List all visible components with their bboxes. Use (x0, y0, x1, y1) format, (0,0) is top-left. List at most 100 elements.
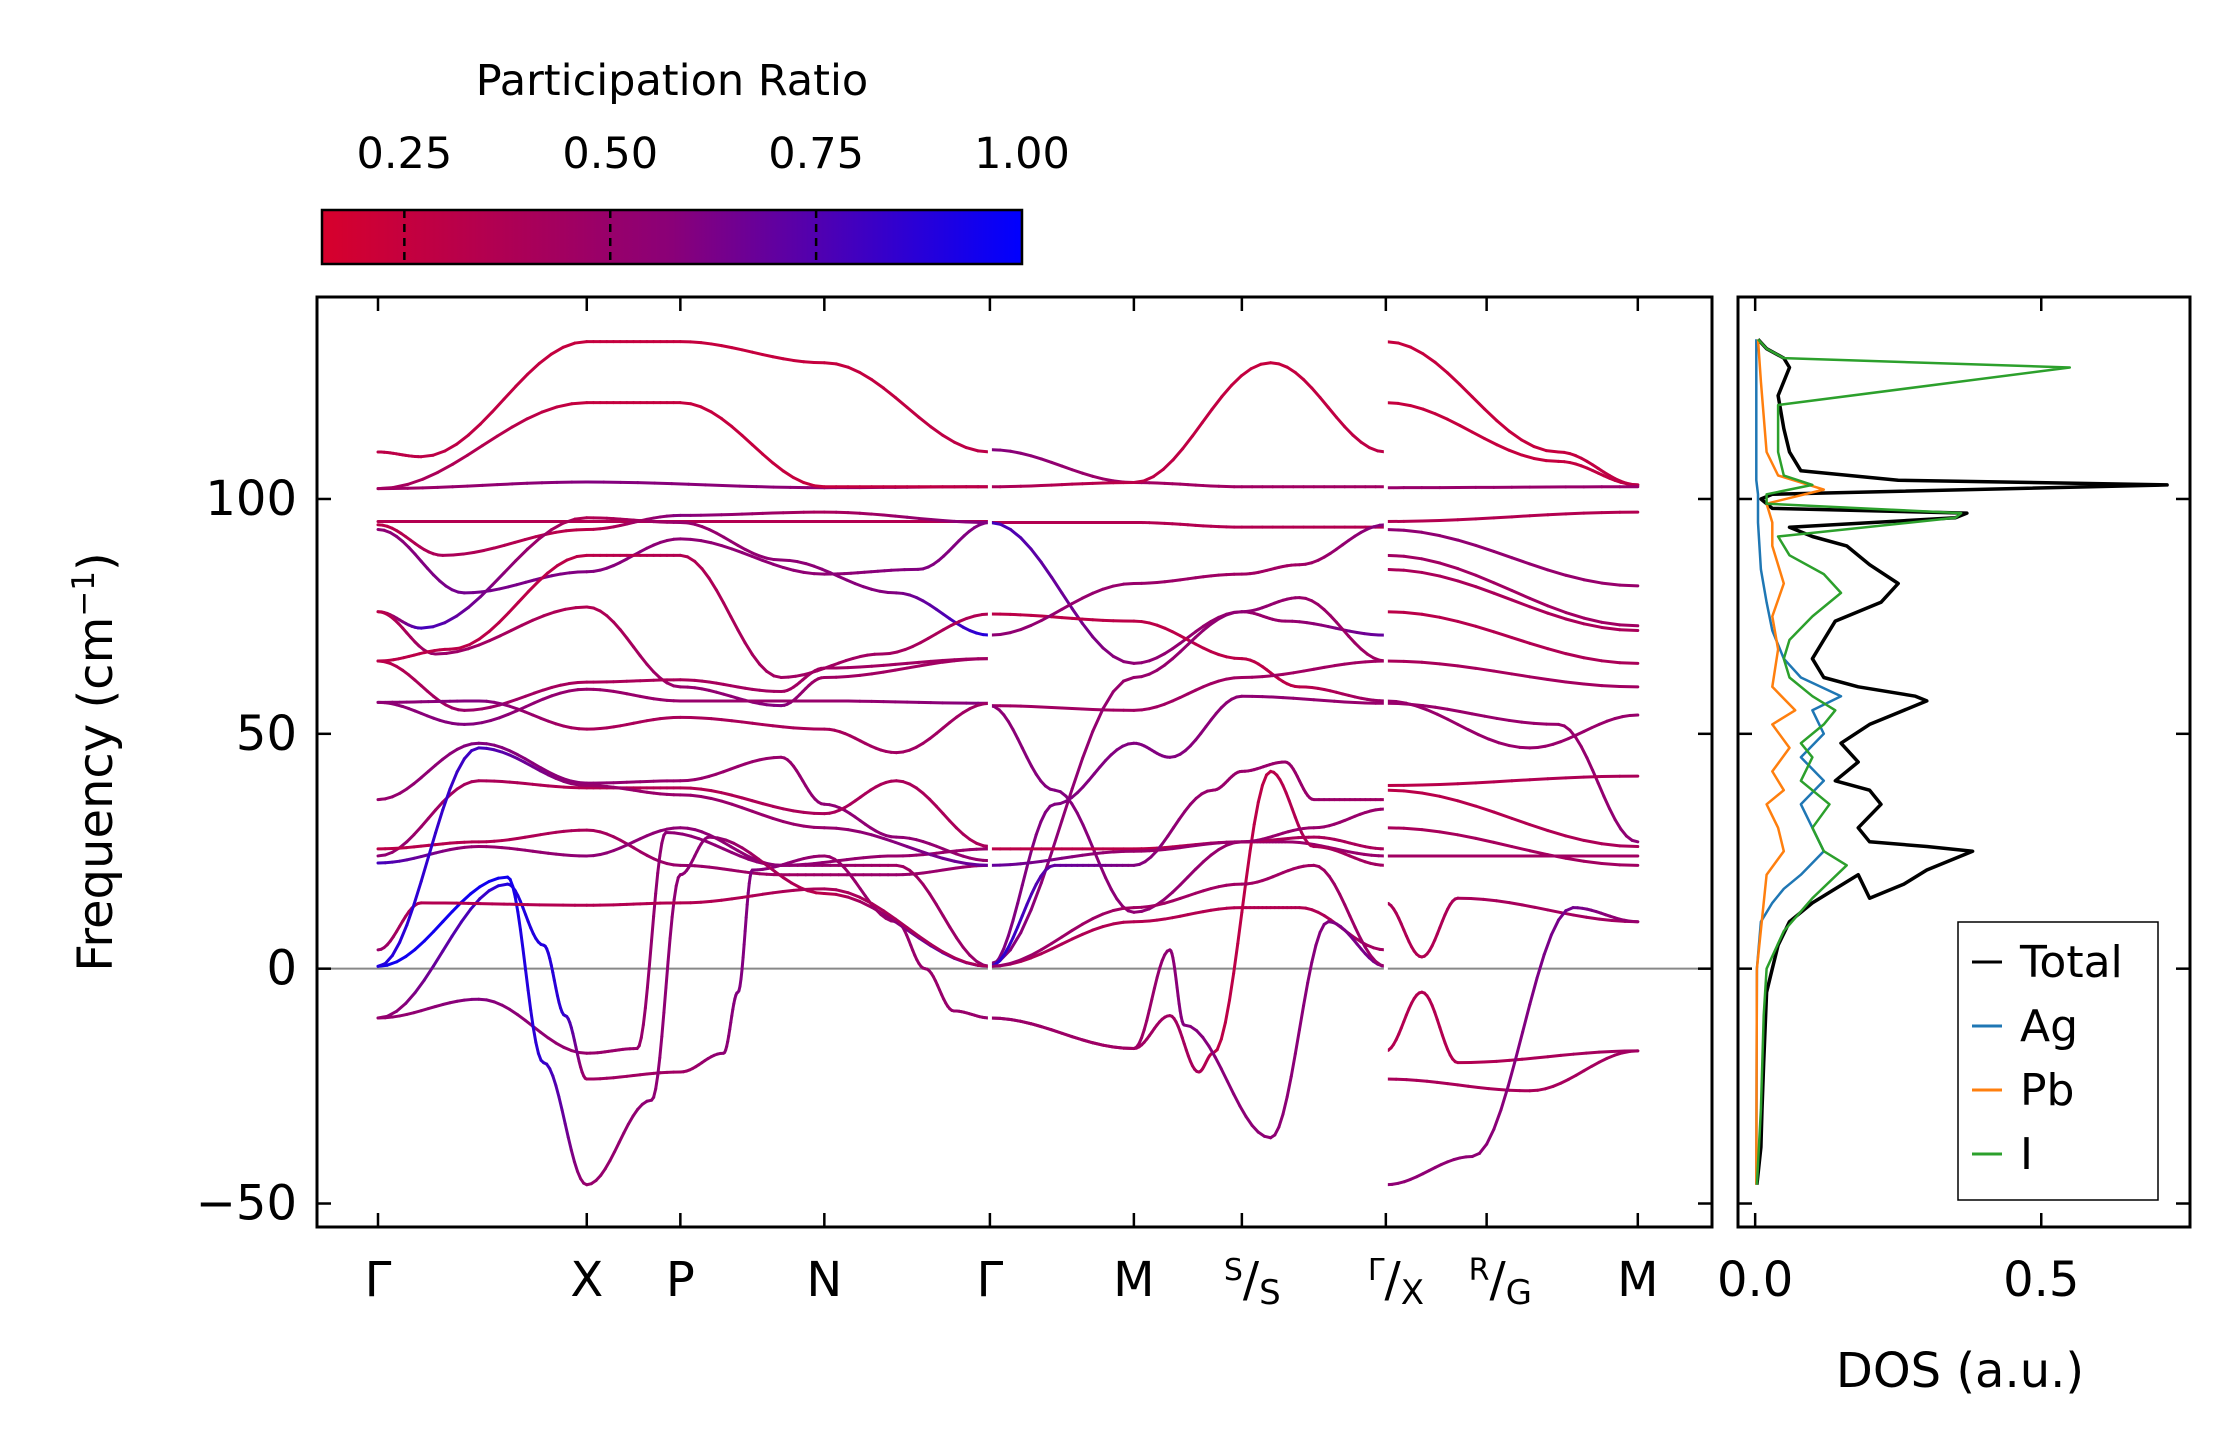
band-segment (1456, 517, 1478, 522)
band-segment (1260, 674, 1275, 679)
kpoint-label: X (570, 1252, 603, 1308)
band-segment (707, 576, 718, 592)
band-segment (721, 484, 741, 488)
band-segment (1260, 773, 1269, 787)
band-segment (1060, 928, 1074, 939)
band-segment (870, 670, 885, 676)
band-segment (451, 484, 469, 489)
band-segment (542, 610, 556, 618)
band-segment (455, 605, 470, 618)
band-segment (666, 937, 672, 964)
band-segment (1019, 536, 1033, 551)
band-segment (917, 934, 933, 946)
band-segment (736, 628, 747, 645)
band-segment (750, 892, 765, 898)
band-segment (870, 833, 885, 840)
band-segment (771, 355, 785, 361)
band-segment (1151, 467, 1165, 479)
band-segment (1546, 829, 1568, 838)
band-segment (1111, 849, 1126, 854)
band-segment (1402, 789, 1424, 795)
band-segment (652, 670, 662, 680)
band-segment (1353, 925, 1362, 940)
colorbar-tick-labels: 0.25 0.50 0.75 1.00 (356, 129, 1069, 179)
band-segment (1520, 1056, 1537, 1061)
ytick-label: 100 (205, 471, 297, 527)
band-segment (529, 1008, 535, 1030)
band-segment (516, 590, 530, 604)
band-segment (1363, 945, 1372, 957)
band-segment (781, 820, 795, 826)
band-segment (1225, 1079, 1236, 1096)
band-segment (405, 833, 416, 844)
band-segment (1600, 842, 1622, 848)
band-segment (1384, 610, 1406, 614)
band-segment (1520, 720, 1536, 725)
band-segment (1060, 787, 1074, 823)
band-segment (511, 884, 517, 899)
band-segment (1492, 779, 1514, 784)
frequency-axis-label-close: ) (68, 552, 124, 571)
band-segment (1546, 647, 1568, 656)
band-segment (510, 481, 529, 486)
band-segment (757, 857, 769, 867)
band-segment (1111, 654, 1126, 664)
band-segment (1546, 776, 1568, 781)
band-segment (1186, 630, 1198, 640)
band-segment (1572, 913, 1588, 919)
band-segment (1186, 635, 1198, 647)
band-segment (383, 954, 394, 966)
band-segment (761, 813, 775, 820)
band-segment (893, 395, 909, 409)
band-segment (641, 1006, 647, 1027)
band-segment (1008, 1017, 1023, 1023)
frequency-axis-label-base: Frequency (cm (68, 617, 124, 972)
band-segment (1495, 716, 1511, 722)
band-segment (1474, 573, 1496, 585)
band-segment (1597, 917, 1614, 923)
legend-label-ag: Ag (2020, 1001, 2078, 1052)
band-segment (750, 809, 765, 817)
band-segment (1070, 802, 1079, 815)
band-segment (709, 796, 723, 803)
band-segment (1271, 672, 1285, 678)
band-segment (1384, 340, 1400, 345)
band-segment (431, 621, 447, 629)
band-segment (1034, 874, 1043, 886)
band-segment (462, 749, 474, 761)
band-segment (1476, 1085, 1491, 1091)
dos-curve-i (1755, 338, 2072, 1185)
band-segment (1291, 669, 1306, 675)
band-segment (1080, 729, 1095, 761)
band-segment (565, 555, 579, 562)
band-segment (1485, 1127, 1496, 1146)
band-segment (750, 443, 765, 456)
band-segment (1101, 1043, 1115, 1049)
band-segment (1111, 920, 1126, 926)
band-segment (905, 515, 921, 520)
band-segment (434, 757, 445, 767)
band-segment (1091, 851, 1105, 856)
band-segment (1332, 662, 1347, 668)
band-b6 (376, 520, 992, 595)
band-segment (524, 578, 536, 584)
band-segment (870, 905, 885, 916)
band-segment (1557, 909, 1568, 922)
legend-label-pb: Pb (2020, 1065, 2074, 1116)
band-segment (1584, 915, 1601, 921)
band-segment (554, 1084, 561, 1099)
band-segment (740, 348, 754, 354)
band-segment (1528, 641, 1550, 651)
band-segment (709, 789, 723, 795)
band-segment (489, 716, 501, 723)
band-segment (1574, 735, 1583, 749)
band-segment (1507, 901, 1524, 907)
band-segment (1528, 596, 1550, 608)
band-segment (1194, 624, 1205, 634)
band-segment (802, 810, 816, 815)
band-segment (622, 1122, 630, 1135)
band-segment (952, 519, 968, 524)
band-segment (1155, 663, 1167, 672)
band-segment (1487, 737, 1501, 745)
band-segment (740, 956, 745, 971)
